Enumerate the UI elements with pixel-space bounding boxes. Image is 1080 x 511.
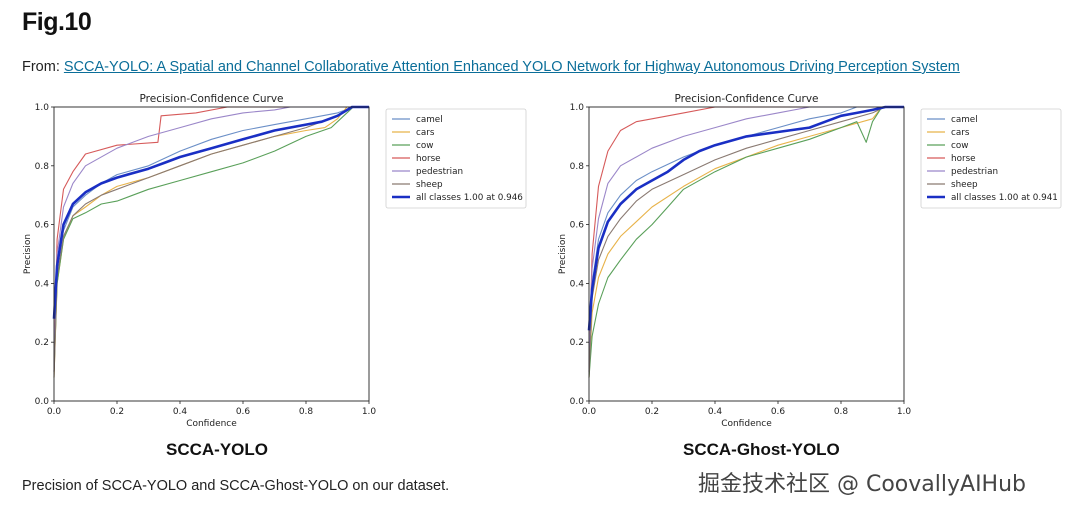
plot-frame	[588, 106, 905, 402]
y-tick-label: 0.4	[35, 279, 50, 289]
chart-title: Precision-Confidence Curve	[140, 93, 284, 105]
legend-label-horse: horse	[416, 154, 441, 164]
y-tick-label: 0.8	[35, 162, 50, 172]
series-line-camel	[588, 106, 904, 372]
panel-caption-scca-yolo: SCCA-YOLO	[166, 440, 268, 459]
watermark: 掘金技术社区 @ CoovallyAIHub	[698, 472, 1027, 497]
series-line-cow	[588, 106, 904, 378]
x-tick-label: 0.0	[47, 407, 62, 417]
series-line-cars	[588, 106, 904, 378]
series-line-all	[52, 105, 369, 319]
legend-label-sheep: sheep	[416, 180, 443, 190]
x-tick-label: 0.2	[110, 407, 124, 417]
y-tick-label: 1.0	[570, 103, 585, 113]
y-tick-label: 0.0	[35, 397, 50, 407]
y-tick-label: 1.0	[35, 103, 50, 113]
paper-link[interactable]: SCCA-YOLO: A Spatial and Channel Collabo…	[63, 59, 960, 75]
legend-label-sheep: sheep	[951, 180, 978, 190]
legend-label-cow: cow	[416, 141, 433, 151]
chart-scca-ghost-yolo: Precision-Confidence Curve 0.0 0.2 0.4 0.6 0.…	[558, 93, 1062, 428]
y-tick-label: 0.6	[570, 221, 585, 231]
y-tick-label: 0.2	[570, 338, 584, 348]
chart-scca-yolo: Precision-Confidence Curve 0.0 0.2 0.4 0.6 0.…	[23, 93, 527, 428]
x-tick-label: 0.6	[236, 407, 251, 417]
x-tick-label: 0.8	[834, 407, 849, 417]
panel-caption-scca-ghost-yolo: SCCA-Ghost-YOLO	[683, 440, 840, 459]
x-tick-label: 0.2	[645, 407, 659, 417]
x-axis-label: Confidence	[721, 419, 772, 428]
series-line-cow	[53, 106, 369, 372]
legend-label-pedestrian: pedestrian	[951, 167, 998, 177]
series-line-horse	[588, 106, 904, 372]
legend-box	[385, 108, 527, 209]
x-tick-label: 0.8	[299, 407, 314, 417]
legend-label-pedestrian: pedestrian	[416, 167, 463, 177]
y-tick-label: 0.4	[570, 279, 585, 289]
y-tick-label: 0.6	[35, 221, 50, 231]
legend-label-cars: cars	[416, 128, 435, 138]
series-line-horse	[53, 106, 369, 372]
series-line-camel	[53, 106, 369, 372]
y-axis-label: Precision	[558, 234, 568, 274]
legend-label-camel: camel	[416, 115, 443, 125]
y-tick-label: 0.0	[570, 397, 585, 407]
series-line-pedestrian	[588, 106, 904, 372]
y-axis-label: Precision	[23, 234, 33, 274]
x-axis-label: Confidence	[186, 419, 237, 428]
series-line-sheep	[588, 106, 904, 378]
legend-label-cars: cars	[951, 128, 970, 138]
y-tick-label: 0.2	[35, 338, 49, 348]
x-tick-label: 0.4	[708, 407, 723, 417]
legend-box	[920, 108, 1062, 209]
series-line-all	[587, 105, 904, 331]
x-tick-label: 0.6	[771, 407, 786, 417]
source-prefix: From:	[22, 59, 64, 75]
legend-label-all: all classes 1.00 at 0.941	[951, 193, 1058, 203]
figure-label: Fig.10	[22, 8, 92, 36]
legend-label-all: all classes 1.00 at 0.946	[416, 193, 523, 203]
series-line-pedestrian	[53, 106, 369, 372]
x-tick-label: 0.4	[173, 407, 188, 417]
legend-label-camel: camel	[951, 115, 978, 125]
chart-title: Precision-Confidence Curve	[675, 93, 819, 105]
x-tick-label: 1.0	[362, 407, 377, 417]
y-tick-label: 0.8	[570, 162, 585, 172]
plot-frame	[53, 106, 370, 402]
source-line: From: SCCA-YOLO: A Spatial and Channel C…	[22, 59, 960, 75]
figure-caption: Precision of SCCA-YOLO and SCCA-Ghost-YO…	[22, 478, 450, 494]
x-tick-label: 1.0	[897, 407, 912, 417]
legend-label-cow: cow	[951, 141, 968, 151]
x-tick-label: 0.0	[582, 407, 597, 417]
legend-label-horse: horse	[951, 154, 976, 164]
